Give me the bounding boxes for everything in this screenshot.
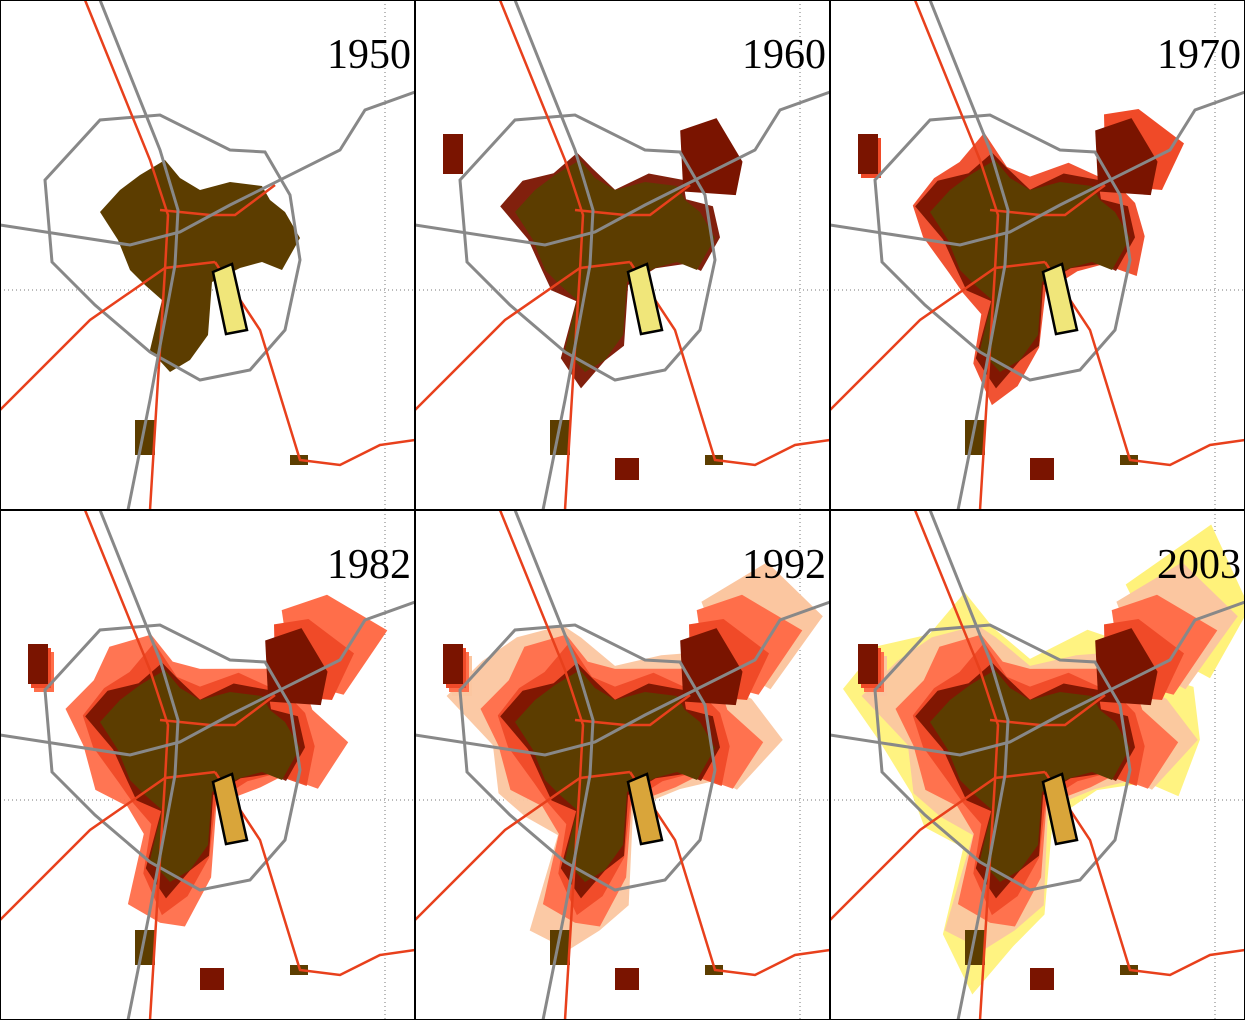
year-label: 1970 (1157, 32, 1241, 78)
urban-patch (615, 458, 639, 480)
year-label: 1992 (742, 542, 826, 588)
growth-patch (858, 644, 878, 684)
year-label: 2003 (1157, 542, 1241, 588)
map-panel: 2003 (830, 510, 1245, 1020)
growth-patch (443, 644, 463, 684)
map-panel: 1970 (830, 0, 1245, 510)
year-label: 1950 (327, 32, 411, 78)
map-panel: 1960 (415, 0, 830, 510)
urban-patch (1030, 458, 1054, 480)
urban-patch (200, 968, 224, 990)
map-figure: 1950 1960 1970 1982 1992 2003 (0, 0, 1245, 1021)
growth-patch (858, 134, 878, 174)
map-panel: 1950 (0, 0, 415, 510)
year-label: 1982 (327, 542, 411, 588)
year-label: 1960 (742, 32, 826, 78)
urban-patch (615, 968, 639, 990)
map-panel: 1992 (415, 510, 830, 1020)
growth-patch (443, 134, 463, 174)
urban-patch (1030, 968, 1054, 990)
map-panel: 1982 (0, 510, 415, 1020)
growth-patch (28, 644, 48, 684)
